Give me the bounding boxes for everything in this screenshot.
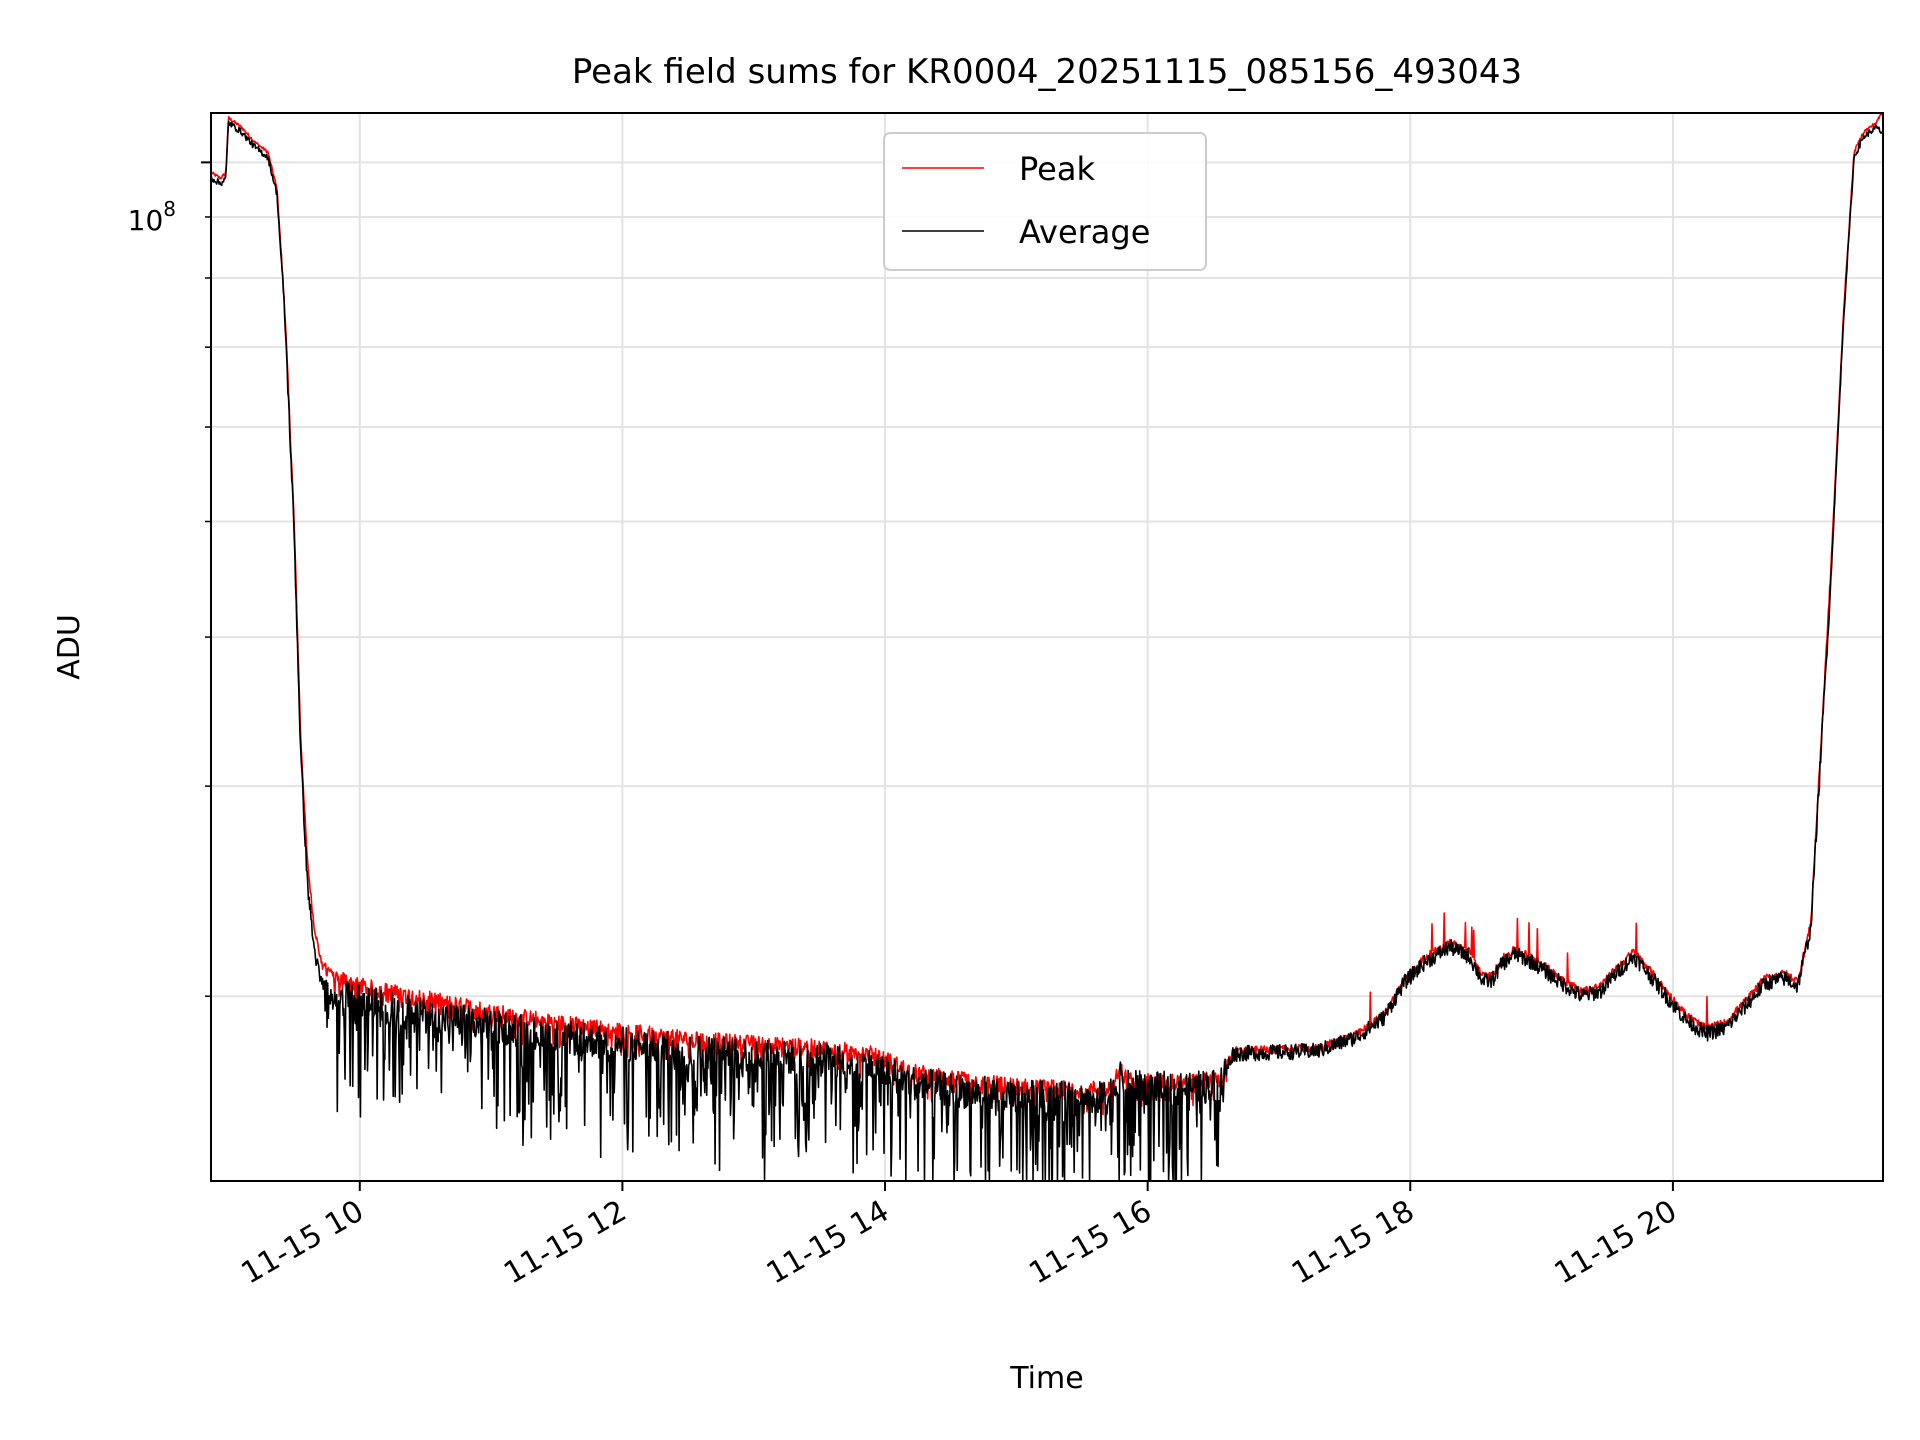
series-peak-line [210, 113, 1883, 1120]
legend: Peak Average [883, 132, 1207, 271]
chart-title: Peak field sums for KR0004_20251115_0851… [572, 52, 1522, 92]
y-tick-label-1e8: 108 [128, 197, 176, 237]
legend-average-label: Average [1019, 213, 1150, 251]
legend-peak-label: Peak [1019, 150, 1095, 188]
plot-frame [210, 112, 1884, 1182]
y-axis-label: ADU [52, 614, 87, 680]
x-axis-label: Time [1009, 1361, 1083, 1396]
series-average-line [210, 120, 1883, 1182]
